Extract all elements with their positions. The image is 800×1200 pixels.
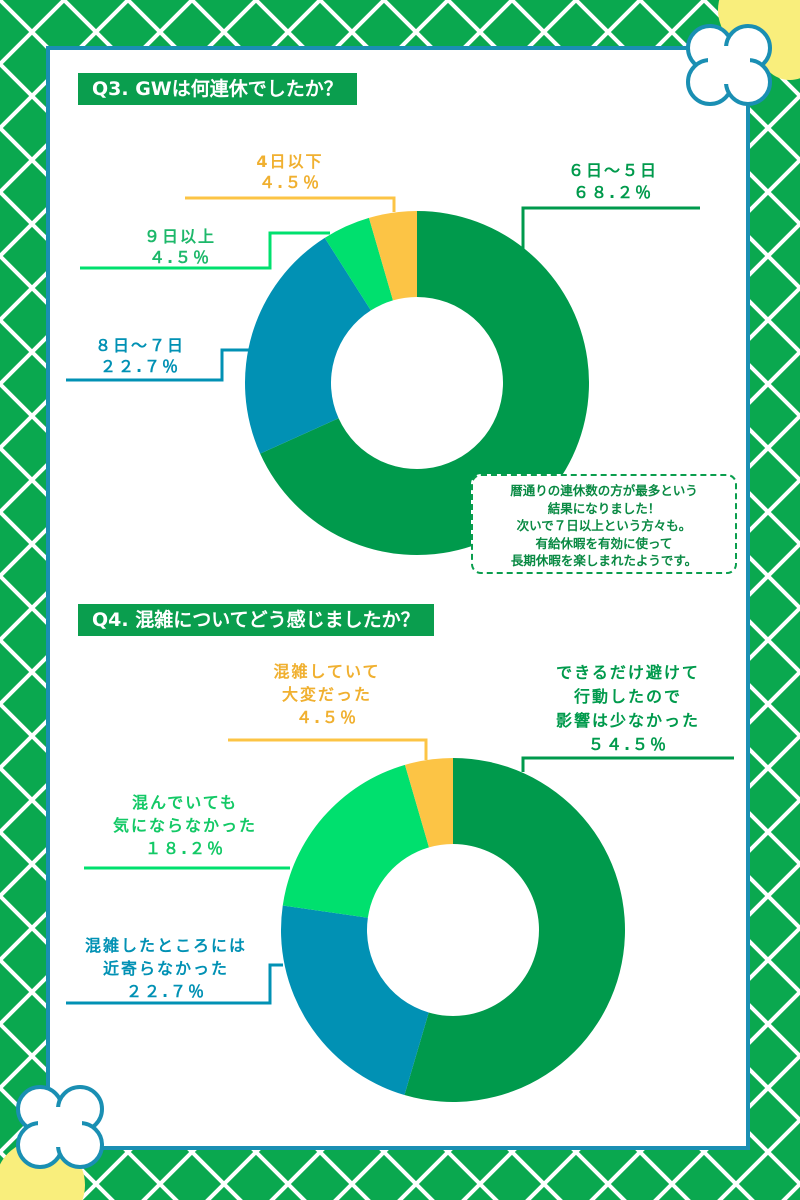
- slice-label: 混んでいても: [132, 793, 238, 812]
- leader-line: [228, 738, 428, 760]
- cloud-decoration-bottom-left: [0, 1085, 104, 1200]
- slice-label: 近寄らなかった: [103, 959, 229, 978]
- donut-slice: [324, 217, 393, 311]
- donut-slice: [260, 211, 589, 555]
- leader-line: [66, 348, 262, 382]
- slice-label: ４.５％: [149, 248, 211, 267]
- slice-label: ２２.７％: [100, 357, 180, 376]
- slice-label: 混雑していて: [273, 662, 380, 681]
- donut-slice: [245, 237, 371, 454]
- slice-label: 大変だった: [282, 685, 372, 704]
- slice-label: できるだけ避けて: [556, 663, 700, 682]
- q3-comment-box: 暦通りの連休数の方が最多という 結果になりました！ 次いで７日以上という方々も。…: [471, 474, 737, 574]
- cloud-decoration-top-right: [686, 0, 800, 106]
- q3-heading: Q3. GWは何連休でしたか？: [78, 73, 357, 105]
- slice-label: ５４.５％: [588, 735, 668, 754]
- slice-label: ２２.７％: [126, 982, 206, 1001]
- donut-slice: [281, 905, 429, 1096]
- note-line: 有給休暇を有効に使って: [535, 535, 673, 551]
- slice-label: ８日〜７日: [95, 336, 185, 355]
- donut-slice: [368, 211, 417, 301]
- q4-heading: Q4. 混雑についてどう感じましたか？: [78, 604, 434, 636]
- slice-label: 影響は少なかった: [556, 711, 700, 730]
- slice-label: 行動したので: [573, 687, 682, 706]
- leader-line: [80, 231, 330, 270]
- note-line: 長期休暇を楽しまれたようです。: [510, 553, 698, 568]
- slice-label: 4日以下: [256, 152, 323, 171]
- slice-label: ６日〜５日: [568, 161, 658, 180]
- leader-line: [66, 963, 283, 1005]
- donut-slice: [404, 758, 453, 848]
- note-line: 暦通りの連休数の方が最多という: [510, 483, 698, 498]
- note-line: 結果になりました！: [547, 500, 661, 516]
- slice-label: 混雑したところには: [85, 936, 247, 955]
- donut-slice: [404, 758, 626, 1102]
- slice-label: ４.５％: [259, 173, 321, 192]
- leader-line: [521, 756, 734, 772]
- slice-label: 気にならなかった: [113, 816, 257, 835]
- leader-line: [521, 206, 700, 258]
- leader-line: [185, 196, 396, 212]
- slice-label: ６８.２％: [573, 183, 653, 202]
- note-line: 次いで７日以上という方々も。: [516, 518, 692, 533]
- donut-slice: [282, 764, 429, 918]
- slice-label: ４.５％: [296, 708, 358, 727]
- slice-label: １８.２％: [145, 839, 225, 858]
- slice-label: ９日以上: [144, 227, 216, 246]
